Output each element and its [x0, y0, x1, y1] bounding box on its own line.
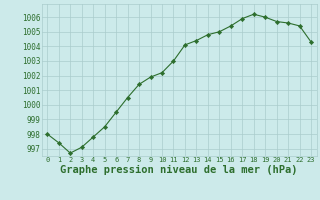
X-axis label: Graphe pression niveau de la mer (hPa): Graphe pression niveau de la mer (hPa): [60, 165, 298, 175]
